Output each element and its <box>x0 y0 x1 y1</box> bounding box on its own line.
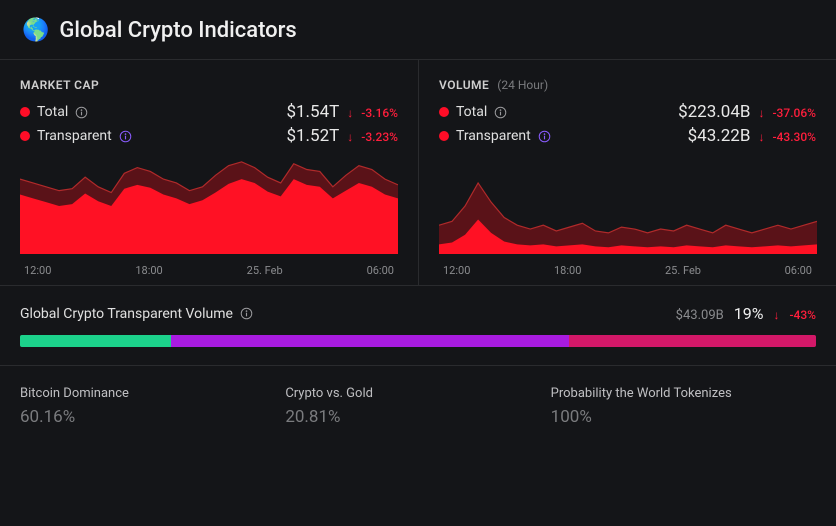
stat-value: 100% <box>551 407 816 427</box>
tv-bar-seg3 <box>569 335 816 347</box>
legend-row: Transparent $43.22B ↓ -43.30% <box>439 126 816 146</box>
legend-row: Total $1.54T ↓ -3.16% <box>20 102 398 122</box>
transparent-volume-section: Global Crypto Transparent Volume $43.09B… <box>0 286 836 366</box>
charts-row: MARKET CAP Total $1.54T ↓ -3.16% Transpa… <box>0 60 836 286</box>
info-icon[interactable] <box>119 130 132 143</box>
arrow-down-icon: ↓ <box>347 106 353 120</box>
legend-row: Total $223.04B ↓ -37.06% <box>439 102 816 122</box>
market-cap-transparent-value: $1.52T <box>286 126 339 146</box>
stat-crypto-vs-gold[interactable]: Crypto vs. Gold 20.81% <box>285 386 550 427</box>
tv-small-value: $43.09B <box>676 308 724 323</box>
market-cap-chart: 12:00 18:00 25. Feb 06:00 <box>20 158 398 277</box>
stat-value: 60.16% <box>20 407 285 427</box>
volume-title: VOLUME (24 Hour) <box>439 78 816 92</box>
arrow-down-icon: ↓ <box>347 130 353 144</box>
stat-label: Probability the World Tokenizes <box>551 386 816 401</box>
globe-icon: 🌎 <box>22 18 49 43</box>
x-axis: 12:00 18:00 25. Feb 06:00 <box>20 258 398 277</box>
volume-total-value: $223.04B <box>678 102 750 122</box>
page-header: 🌎 Global Crypto Indicators <box>0 0 836 60</box>
legend-label: Transparent <box>37 128 112 144</box>
info-icon[interactable] <box>494 106 507 119</box>
arrow-down-icon: ↓ <box>773 308 779 322</box>
tv-bar <box>20 335 816 347</box>
market-cap-title: MARKET CAP <box>20 78 398 92</box>
info-icon[interactable] <box>75 106 88 119</box>
legend-dot-transparent <box>20 131 30 141</box>
volume-chart: 12:00 18:00 25. Feb 06:00 <box>439 158 816 277</box>
page-title: Global Crypto Indicators <box>59 18 296 43</box>
stat-value: 20.81% <box>285 407 550 427</box>
arrow-down-icon: ↓ <box>758 130 764 144</box>
stats-row: Bitcoin Dominance 60.16% Crypto vs. Gold… <box>0 366 836 449</box>
legend-dot-total <box>439 107 449 117</box>
tv-title: Global Crypto Transparent Volume <box>20 306 253 322</box>
market-cap-total-value: $1.54T <box>286 102 339 122</box>
market-cap-total-pct: -3.16% <box>361 106 398 120</box>
legend-label: Transparent <box>456 128 531 144</box>
volume-transparent-pct: -43.30% <box>772 130 816 144</box>
info-icon[interactable] <box>240 307 253 320</box>
volume-panel: VOLUME (24 Hour) Total $223.04B ↓ -37.06… <box>418 60 836 285</box>
stat-label: Bitcoin Dominance <box>20 386 285 401</box>
arrow-down-icon: ↓ <box>758 106 764 120</box>
tv-bar-seg1 <box>20 335 171 347</box>
legend-dot-total <box>20 107 30 117</box>
market-cap-transparent-pct: -3.23% <box>361 130 398 144</box>
info-icon[interactable] <box>538 130 551 143</box>
legend-label: Total <box>37 104 68 120</box>
volume-transparent-value: $43.22B <box>688 126 751 146</box>
tv-pct: 19% <box>734 304 764 323</box>
stat-label: Crypto vs. Gold <box>285 386 550 401</box>
legend-row: Transparent $1.52T ↓ -3.23% <box>20 126 398 146</box>
tv-pct-change: -43% <box>789 308 816 322</box>
stat-bitcoin-dominance[interactable]: Bitcoin Dominance 60.16% <box>20 386 285 427</box>
legend-label: Total <box>456 104 487 120</box>
stat-probability-tokenizes[interactable]: Probability the World Tokenizes 100% <box>551 386 816 427</box>
x-axis: 12:00 18:00 25. Feb 06:00 <box>439 258 816 277</box>
market-cap-panel: MARKET CAP Total $1.54T ↓ -3.16% Transpa… <box>0 60 418 285</box>
legend-dot-transparent <box>439 131 449 141</box>
tv-bar-seg2 <box>171 335 569 347</box>
volume-total-pct: -37.06% <box>772 106 816 120</box>
